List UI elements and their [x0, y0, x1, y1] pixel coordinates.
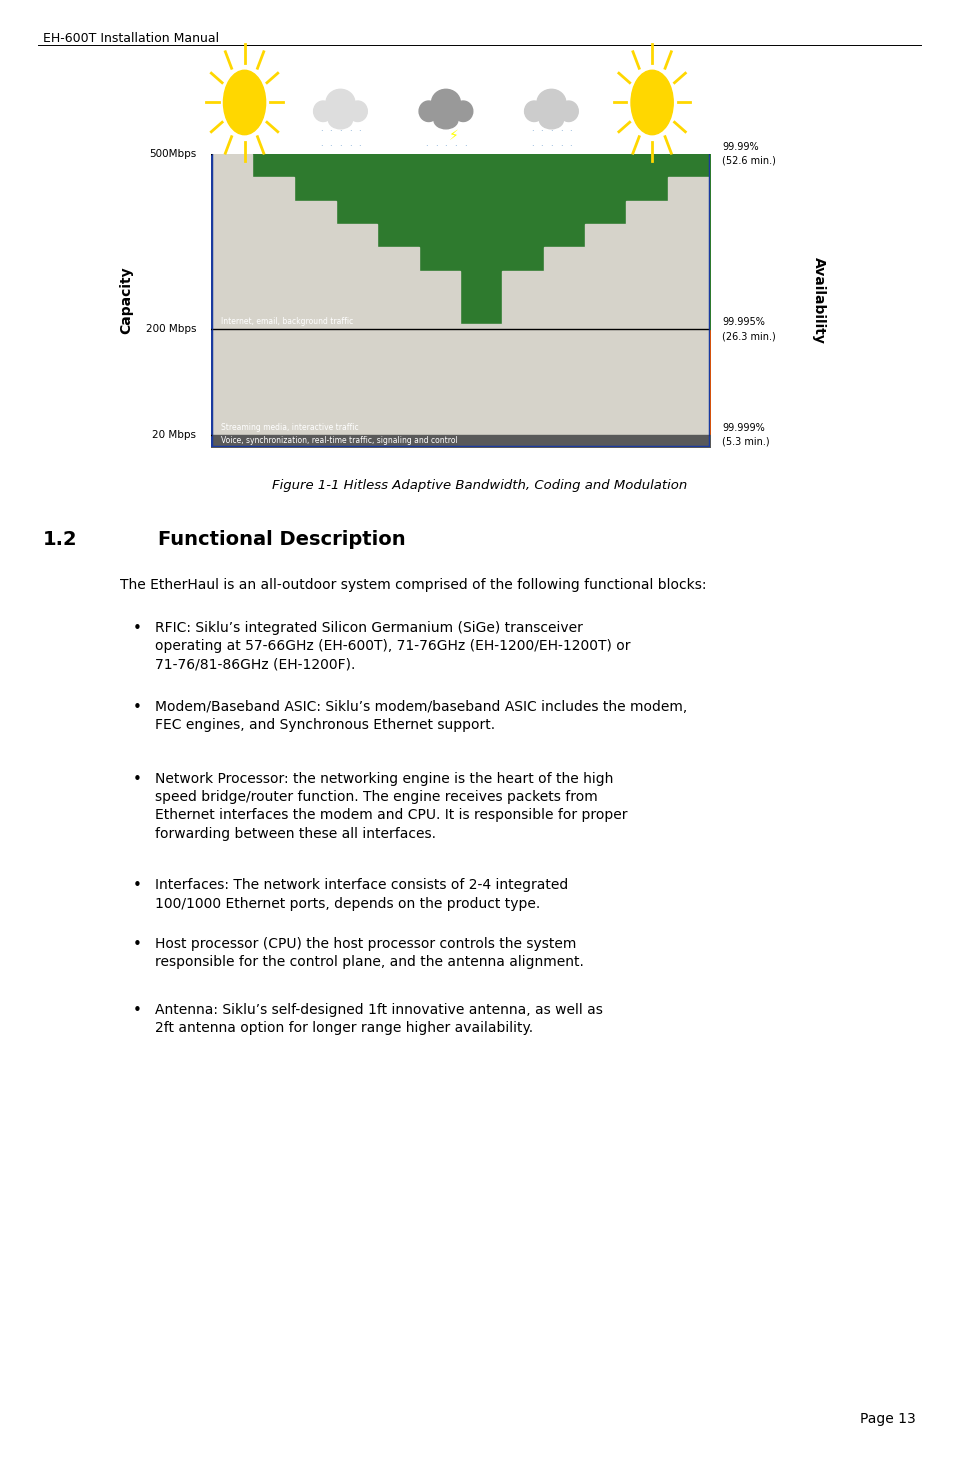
Text: •: •	[132, 621, 142, 635]
Text: •: •	[132, 937, 142, 952]
Text: The EtherHaul is an all-outdoor system comprised of the following functional blo: The EtherHaul is an all-outdoor system c…	[120, 578, 707, 593]
Text: .: .	[330, 139, 332, 148]
Text: Functional Description: Functional Description	[158, 530, 406, 549]
Text: Modem/Baseband ASIC: Siklu’s modem/baseband ASIC includes the modem,
FEC engines: Modem/Baseband ASIC: Siklu’s modem/baseb…	[155, 700, 688, 732]
Text: •: •	[132, 772, 142, 786]
Text: .: .	[570, 124, 572, 133]
Text: .: .	[349, 124, 351, 133]
Text: Network Processor: the networking engine is the heart of the high
speed bridge/r: Network Processor: the networking engine…	[155, 772, 628, 840]
Text: Internet, email, background traffic: Internet, email, background traffic	[221, 318, 353, 326]
Text: .: .	[435, 139, 437, 148]
Text: .: .	[541, 139, 543, 148]
Text: 99.995%: 99.995%	[722, 318, 765, 328]
Text: Page 13: Page 13	[860, 1411, 916, 1426]
Text: 200 Mbps: 200 Mbps	[146, 325, 196, 334]
Polygon shape	[211, 154, 710, 447]
Text: .: .	[455, 139, 456, 148]
Text: .: .	[531, 124, 533, 133]
Text: 99.99%: 99.99%	[722, 142, 759, 152]
Text: .: .	[330, 124, 332, 133]
Text: .: .	[550, 124, 552, 133]
Text: ⚡: ⚡	[449, 129, 458, 143]
Text: 20 Mbps: 20 Mbps	[152, 430, 196, 439]
Text: Interfaces: The network interface consists of 2-4 integrated
100/1000 Ethernet p: Interfaces: The network interface consis…	[155, 878, 569, 911]
Text: (52.6 min.): (52.6 min.)	[722, 155, 776, 165]
Text: .: .	[550, 139, 552, 148]
Text: Voice, synchronization, real-time traffic, signaling and control: Voice, synchronization, real-time traffi…	[221, 436, 457, 445]
Text: .: .	[349, 139, 351, 148]
Text: .: .	[359, 139, 361, 148]
Text: EH-600T Installation Manual: EH-600T Installation Manual	[43, 32, 220, 45]
Text: •: •	[132, 1003, 142, 1017]
Text: .: .	[426, 139, 428, 148]
Text: .: .	[339, 124, 341, 133]
Text: (5.3 min.): (5.3 min.)	[722, 436, 770, 447]
Text: 500Mbps: 500Mbps	[149, 149, 196, 158]
Text: .: .	[560, 124, 562, 133]
Text: .: .	[320, 139, 322, 148]
Text: Antenna: Siklu’s self-designed 1ft innovative antenna, as well as
2ft antenna op: Antenna: Siklu’s self-designed 1ft innov…	[155, 1003, 603, 1035]
Text: .: .	[464, 139, 466, 148]
Text: .: .	[531, 139, 533, 148]
Text: .: .	[320, 124, 322, 133]
Text: •: •	[132, 878, 142, 893]
Text: .: .	[445, 139, 447, 148]
Text: .: .	[570, 139, 572, 148]
Text: Capacity: Capacity	[119, 266, 133, 334]
Text: •: •	[132, 700, 142, 714]
Text: Availability: Availability	[812, 256, 827, 344]
Text: RFIC: Siklu’s integrated Silicon Germanium (SiGe) transceiver
operating at 57-66: RFIC: Siklu’s integrated Silicon Germani…	[155, 621, 631, 672]
Text: .: .	[560, 139, 562, 148]
Text: Figure 1-1 Hitless Adaptive Bandwidth, Coding and Modulation: Figure 1-1 Hitless Adaptive Bandwidth, C…	[271, 479, 688, 492]
Text: .: .	[359, 124, 361, 133]
Text: .: .	[541, 124, 543, 133]
Text: 1.2: 1.2	[43, 530, 78, 549]
Text: 99.999%: 99.999%	[722, 423, 765, 433]
Text: Host processor (CPU) the host processor controls the system
responsible for the : Host processor (CPU) the host processor …	[155, 937, 584, 969]
Text: .: .	[339, 139, 341, 148]
Text: (26.3 min.): (26.3 min.)	[722, 331, 776, 341]
Text: Streaming media, interactive traffic: Streaming media, interactive traffic	[221, 423, 359, 432]
